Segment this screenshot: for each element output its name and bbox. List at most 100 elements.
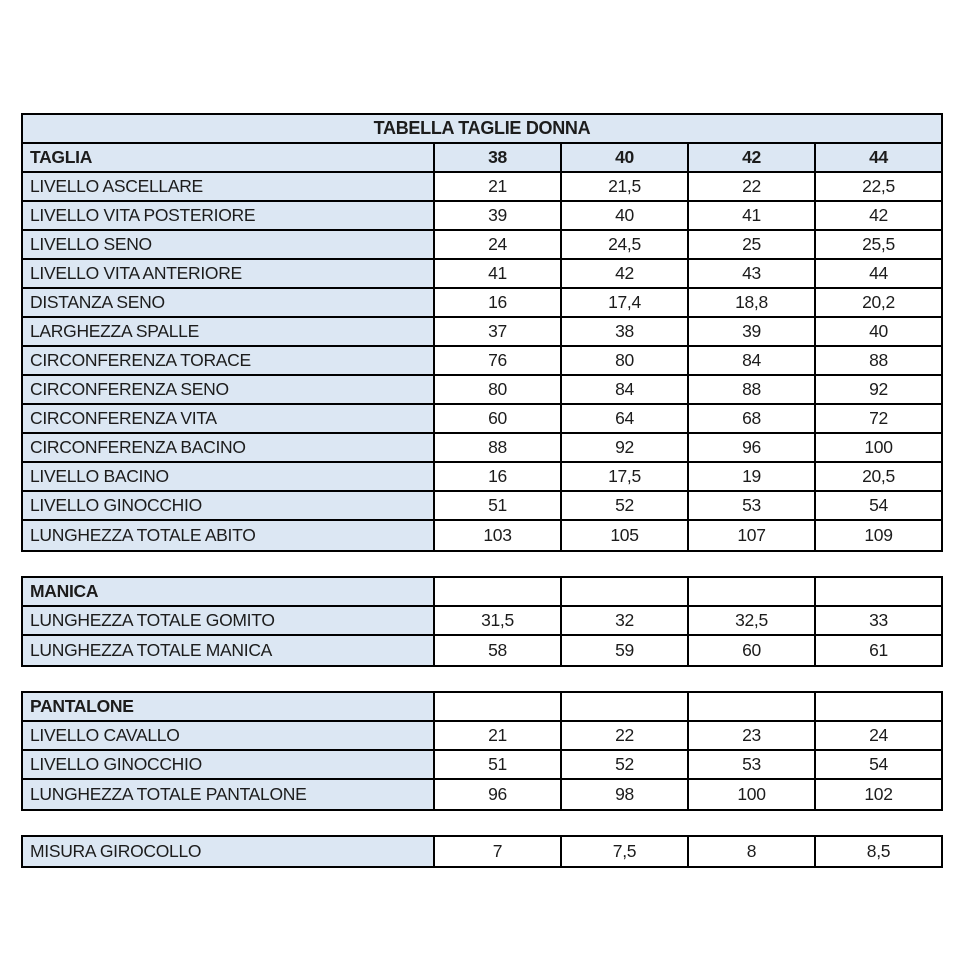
cell-value: 107 bbox=[689, 521, 816, 550]
cell-value: 18,8 bbox=[689, 289, 816, 316]
cell-value: 40 bbox=[816, 318, 941, 345]
row-label: LUNGHEZZA TOTALE GOMITO bbox=[23, 607, 435, 634]
cell-value: 7 bbox=[435, 837, 562, 866]
cell-value: 24 bbox=[435, 231, 562, 258]
header-row: TAGLIA 38 40 42 44 bbox=[23, 144, 941, 173]
cell-value: 100 bbox=[816, 434, 941, 461]
cell-value: 60 bbox=[435, 405, 562, 432]
table-row: CIRCONFERENZA SENO 80 84 88 92 bbox=[23, 376, 941, 405]
header-size-38: 38 bbox=[435, 144, 562, 171]
row-label: LIVELLO VITA POSTERIORE bbox=[23, 202, 435, 229]
cell-value: 51 bbox=[435, 492, 562, 519]
cell-value: 84 bbox=[562, 376, 689, 403]
cell-value: 59 bbox=[562, 636, 689, 665]
table-row: DISTANZA SENO 16 17,4 18,8 20,2 bbox=[23, 289, 941, 318]
cell-value: 16 bbox=[435, 463, 562, 490]
row-label: CIRCONFERENZA VITA bbox=[23, 405, 435, 432]
row-label: LARGHEZZA SPALLE bbox=[23, 318, 435, 345]
cell-value: 42 bbox=[816, 202, 941, 229]
section-header-row: MANICA bbox=[23, 578, 941, 607]
cell-value: 7,5 bbox=[562, 837, 689, 866]
cell-value: 38 bbox=[562, 318, 689, 345]
table-row: LUNGHEZZA TOTALE ABITO 103 105 107 109 bbox=[23, 521, 941, 550]
cell-value: 84 bbox=[689, 347, 816, 374]
cell-value: 88 bbox=[435, 434, 562, 461]
cell-value: 42 bbox=[562, 260, 689, 287]
cell-value: 32 bbox=[562, 607, 689, 634]
cell-value: 41 bbox=[435, 260, 562, 287]
table-row: CIRCONFERENZA TORACE 76 80 84 88 bbox=[23, 347, 941, 376]
row-label: LIVELLO ASCELLARE bbox=[23, 173, 435, 200]
cell-value: 102 bbox=[816, 780, 941, 809]
cell-empty bbox=[435, 578, 562, 605]
cell-value: 19 bbox=[689, 463, 816, 490]
cell-value: 22 bbox=[562, 722, 689, 749]
cell-value: 31,5 bbox=[435, 607, 562, 634]
row-label: LUNGHEZZA TOTALE MANICA bbox=[23, 636, 435, 665]
cell-value: 98 bbox=[562, 780, 689, 809]
cell-value: 37 bbox=[435, 318, 562, 345]
cell-value: 51 bbox=[435, 751, 562, 778]
cell-empty bbox=[689, 578, 816, 605]
row-label: MISURA GIROCOLLO bbox=[23, 837, 435, 866]
section-gap bbox=[21, 552, 943, 576]
table-row: LIVELLO GINOCCHIO 51 52 53 54 bbox=[23, 751, 941, 780]
cell-value: 20,2 bbox=[816, 289, 941, 316]
cell-empty bbox=[562, 578, 689, 605]
cell-empty bbox=[435, 693, 562, 720]
cell-value: 60 bbox=[689, 636, 816, 665]
cell-value: 40 bbox=[562, 202, 689, 229]
section-title: MANICA bbox=[23, 578, 435, 605]
cell-value: 25 bbox=[689, 231, 816, 258]
cell-value: 52 bbox=[562, 492, 689, 519]
row-label: LIVELLO SENO bbox=[23, 231, 435, 258]
cell-value: 103 bbox=[435, 521, 562, 550]
header-size-44: 44 bbox=[816, 144, 941, 171]
row-label: LIVELLO CAVALLO bbox=[23, 722, 435, 749]
cell-value: 54 bbox=[816, 751, 941, 778]
row-label: CIRCONFERENZA TORACE bbox=[23, 347, 435, 374]
cell-value: 68 bbox=[689, 405, 816, 432]
cell-value: 22 bbox=[689, 173, 816, 200]
cell-value: 58 bbox=[435, 636, 562, 665]
table-row: LIVELLO SENO 24 24,5 25 25,5 bbox=[23, 231, 941, 260]
table-row: LUNGHEZZA TOTALE PANTALONE 96 98 100 102 bbox=[23, 780, 941, 809]
cell-value: 21 bbox=[435, 722, 562, 749]
cell-value: 16 bbox=[435, 289, 562, 316]
title-row: TABELLA TAGLIE DONNA bbox=[23, 115, 941, 144]
cell-value: 92 bbox=[562, 434, 689, 461]
cell-value: 20,5 bbox=[816, 463, 941, 490]
cell-value: 32,5 bbox=[689, 607, 816, 634]
section-header-row: PANTALONE bbox=[23, 693, 941, 722]
section-gap bbox=[21, 811, 943, 835]
cell-empty bbox=[689, 693, 816, 720]
cell-value: 88 bbox=[816, 347, 941, 374]
cell-value: 52 bbox=[562, 751, 689, 778]
cell-value: 92 bbox=[816, 376, 941, 403]
cell-value: 24,5 bbox=[562, 231, 689, 258]
cell-value: 24 bbox=[816, 722, 941, 749]
table-row: LIVELLO VITA ANTERIORE 41 42 43 44 bbox=[23, 260, 941, 289]
cell-empty bbox=[816, 693, 941, 720]
cell-value: 17,5 bbox=[562, 463, 689, 490]
table-row: LARGHEZZA SPALLE 37 38 39 40 bbox=[23, 318, 941, 347]
cell-value: 39 bbox=[435, 202, 562, 229]
cell-value: 88 bbox=[689, 376, 816, 403]
table-row: LIVELLO GINOCCHIO 51 52 53 54 bbox=[23, 492, 941, 521]
table-row: CIRCONFERENZA BACINO 88 92 96 100 bbox=[23, 434, 941, 463]
section-pantalone: PANTALONE LIVELLO CAVALLO 21 22 23 24 LI… bbox=[21, 691, 943, 811]
cell-value: 96 bbox=[689, 434, 816, 461]
cell-value: 33 bbox=[816, 607, 941, 634]
cell-value: 109 bbox=[816, 521, 941, 550]
cell-value: 53 bbox=[689, 492, 816, 519]
header-size-42: 42 bbox=[689, 144, 816, 171]
cell-value: 53 bbox=[689, 751, 816, 778]
cell-value: 61 bbox=[816, 636, 941, 665]
cell-value: 41 bbox=[689, 202, 816, 229]
section-manica: MANICA LUNGHEZZA TOTALE GOMITO 31,5 32 3… bbox=[21, 576, 943, 667]
cell-value: 64 bbox=[562, 405, 689, 432]
row-label: LIVELLO VITA ANTERIORE bbox=[23, 260, 435, 287]
row-label: LUNGHEZZA TOTALE ABITO bbox=[23, 521, 435, 550]
cell-value: 23 bbox=[689, 722, 816, 749]
cell-value: 80 bbox=[562, 347, 689, 374]
